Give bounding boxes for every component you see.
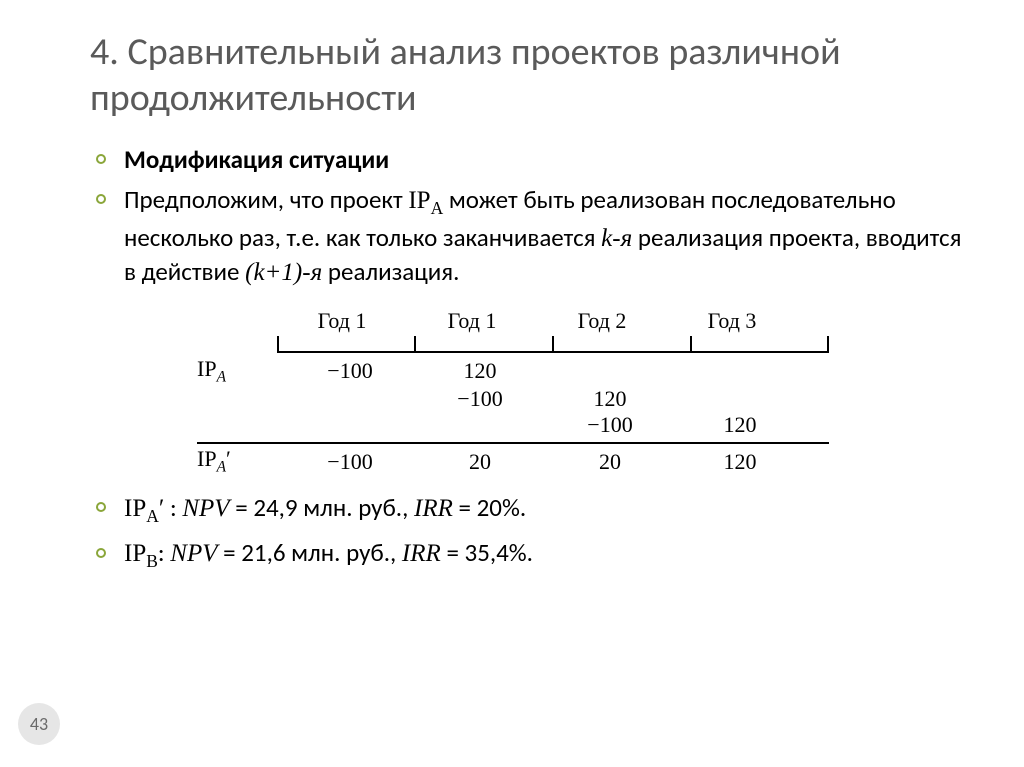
r2-npv-lbl: NPV <box>170 540 217 567</box>
cell: 120 <box>415 358 545 384</box>
r1-irr-lbl: IRR <box>414 495 453 522</box>
cell: 120 <box>675 412 805 438</box>
axis-wrap <box>277 336 857 356</box>
cell: −100 <box>415 386 545 412</box>
header-1: Год 1 <box>448 308 497 334</box>
b2-p4: реализация. <box>322 256 459 287</box>
ipa2-label: IP <box>197 446 217 471</box>
page-number-badge: 43 <box>18 703 60 745</box>
slide: 4. Сравнительный анализ проектов различн… <box>0 0 1024 767</box>
header-col-1: Год 1 <box>407 308 537 336</box>
r2-irr-lbl: IRR <box>402 540 441 567</box>
cell: −100 <box>545 412 675 438</box>
r2-label: IP <box>124 540 146 567</box>
r1-irr-eq: = 20%. <box>453 492 526 523</box>
bullet-1: Модификация ситуации <box>96 143 964 177</box>
cell: 20 <box>545 449 675 475</box>
timeline-axis <box>277 336 837 356</box>
r2-sep: : <box>158 537 170 568</box>
r2-sub: B <box>146 551 158 571</box>
row-ipa-prime: IPA′ −100 20 20 120 <box>197 446 857 476</box>
r1-npv-lbl: NPV <box>182 495 229 522</box>
row-ipa-1: IPA −100 120 <box>197 356 857 386</box>
ipa2-prime: ′ <box>226 446 231 471</box>
cell: 120 <box>545 386 675 412</box>
r1-label: IP <box>124 495 146 522</box>
diagram-headers: Год 1 Год 1 Год 2 Год 3 <box>277 308 857 336</box>
body: Модификация ситуации Предположим, что пр… <box>90 143 964 290</box>
header-col-2: Год 2 <box>537 308 667 336</box>
bullet-list: Модификация ситуации Предположим, что пр… <box>96 143 964 290</box>
b2-p1: Предположим, что проект <box>124 184 408 215</box>
result-1: IPA′ : NPV = 24,9 млн. руб., IRR = 20%. <box>96 491 964 529</box>
header-2: Год 2 <box>578 308 627 334</box>
ipa-label: IP <box>197 356 217 381</box>
result-2: IPB: NPV = 21,6 млн. руб., IRR = 35,4%. <box>96 536 964 574</box>
cell: −100 <box>285 449 415 475</box>
bullet-1-text: Модификация ситуации <box>124 144 389 175</box>
b2-var: IP <box>408 187 430 214</box>
slide-title: 4. Сравнительный анализ проектов различн… <box>90 30 964 121</box>
b2-sub: A <box>431 198 444 218</box>
row-label-ipa-prime: IPA′ <box>197 446 285 476</box>
header-col-0: Год 1 <box>277 308 407 336</box>
results-list: IPA′ : NPV = 24,9 млн. руб., IRR = 20%. … <box>96 491 964 574</box>
r1-sep: : <box>164 492 182 523</box>
ipa-sub: A <box>217 368 226 385</box>
r1-sub: A <box>146 506 159 526</box>
sum-line <box>197 442 829 444</box>
header-col-3: Год 3 <box>667 308 797 336</box>
r2-npv-eq: = 21,6 млн. руб., <box>217 537 401 568</box>
cell: −100 <box>285 358 415 384</box>
row-label-ipa: IPA <box>197 356 285 386</box>
row-ipa-3: −100 120 <box>197 412 857 438</box>
cell: 120 <box>675 449 805 475</box>
header-0: Год 1 <box>318 308 367 334</box>
row-ipa-2: −100 120 <box>197 386 857 412</box>
b2-k1: (k+1)-я <box>245 259 322 286</box>
cashflow-diagram: Год 1 Год 1 Год 2 Год 3 <box>197 308 857 477</box>
ipa2-sub: A <box>217 459 226 476</box>
results: IPA′ : NPV = 24,9 млн. руб., IRR = 20%. … <box>90 491 964 574</box>
bullet-2: Предположим, что проект IPA может быть р… <box>96 183 964 290</box>
header-3: Год 3 <box>708 308 757 334</box>
r1-npv-eq: = 24,9 млн. руб., <box>230 492 414 523</box>
b2-k: k-я <box>601 225 632 252</box>
r2-irr-eq: = 35,4%. <box>441 537 533 568</box>
cell: 20 <box>415 449 545 475</box>
